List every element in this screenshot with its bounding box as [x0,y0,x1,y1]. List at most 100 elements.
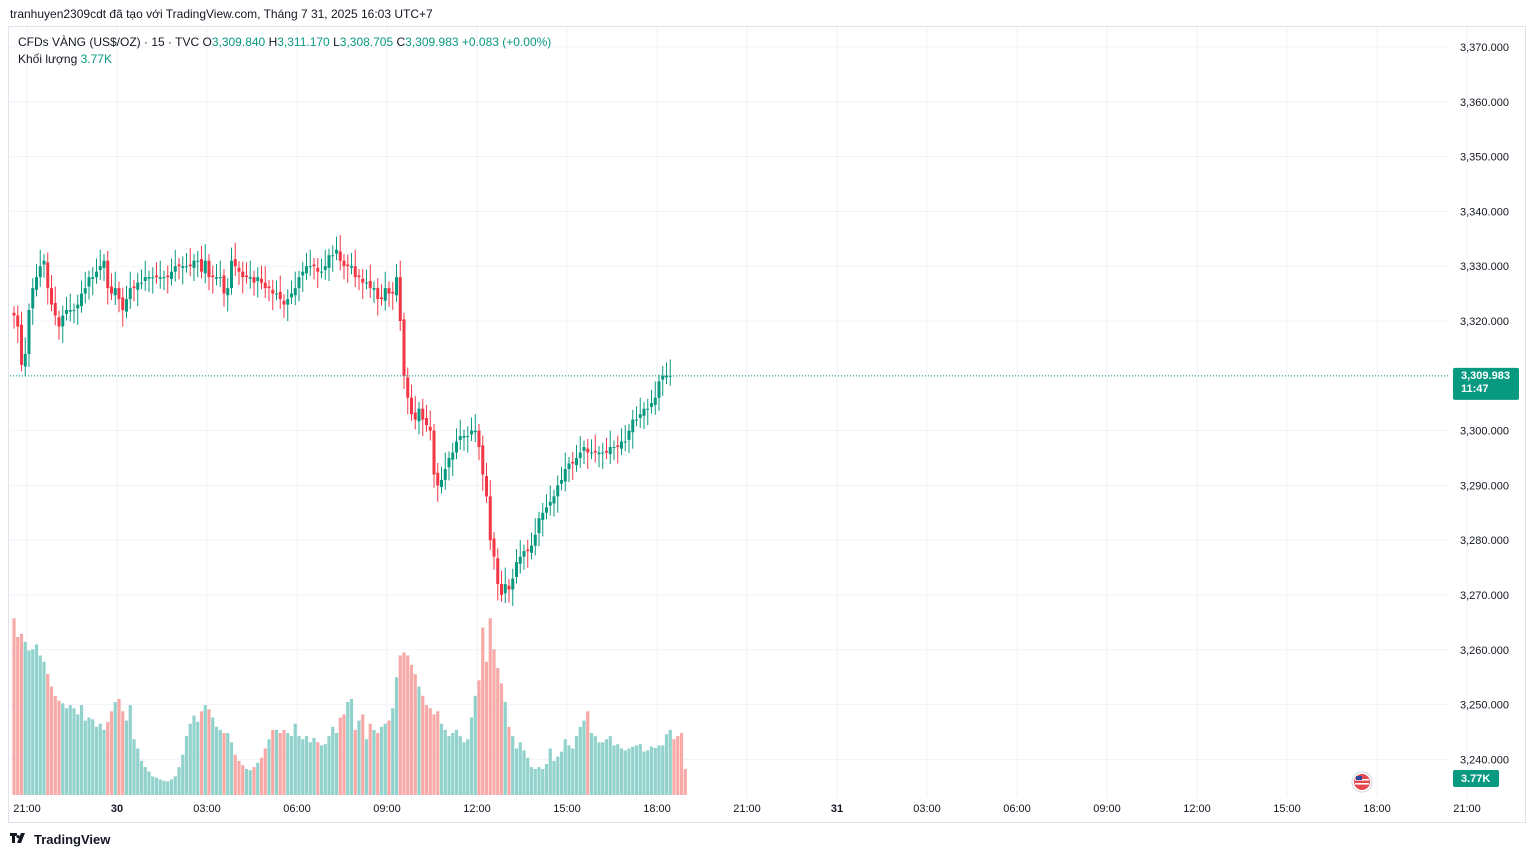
candle-body [106,260,110,289]
candle-body [642,408,646,416]
volume-bar [462,742,466,795]
candle-body [372,288,376,290]
volume-bar [443,729,447,795]
volume-bar [177,767,181,795]
volume-bar [241,765,245,795]
symbol-label[interactable]: CFDs VÀNG (US$/OZ) · 15 · TVC [18,35,200,49]
candle-body [455,441,458,453]
candle-body [406,377,410,398]
candle-body [211,275,215,278]
candle-body [316,267,320,272]
candle-body [38,266,42,278]
volume-bar [64,708,69,795]
tradingview-logo-icon [10,832,30,847]
candle-body [177,264,181,267]
candle-body [128,288,132,300]
volume-label[interactable]: Khối lượng [18,52,78,66]
volume-bar [72,708,76,795]
candle-body [121,297,125,311]
candle-body [395,277,398,296]
volume-bar [503,702,507,795]
chart-legend: CFDs VÀNG (US$/OZ) · 15 · TVC O3,309.840… [18,34,551,68]
candle-body [196,260,200,262]
candle-body [593,450,597,453]
candle-body [383,288,387,301]
candle-body [286,299,290,305]
volume-bar [683,768,687,795]
volume-bar [46,674,50,795]
time-tick-label: 15:00 [553,803,581,815]
candle-body [421,408,425,420]
candle-body [136,282,140,290]
candle-body [218,277,222,279]
volume-bar [31,649,35,795]
candle-body [623,441,627,443]
candle-body [140,282,143,284]
volume-bar [391,708,395,795]
volume-bar [481,627,485,795]
candle-body [653,397,657,405]
volume-bar [158,779,162,795]
volume-bar [492,649,496,795]
volume-bar [499,683,504,795]
volume-bar [226,733,230,795]
tradingview-footer[interactable]: TradingView [10,832,110,847]
candle-body [398,277,402,321]
volume-bar [364,739,369,795]
chart-frame[interactable] [8,26,1526,823]
volume-bar [608,736,612,795]
volume-bar [361,714,365,795]
volume-bar [278,733,282,795]
candle-body [27,310,31,354]
volume-bar [38,655,42,795]
candle-body [226,288,230,296]
candle-body [282,300,286,305]
candle-body [575,458,578,466]
candle-body [548,501,552,506]
candle-body [80,293,83,307]
candle-body [155,275,158,278]
candle-body [661,375,665,380]
candle-body [241,271,245,278]
candle-body [627,430,631,440]
low-value: 3,308.705 [339,35,394,49]
volume-bar [53,695,57,795]
candle-body [526,549,530,552]
candle-body [665,375,668,378]
candle-body [601,452,605,454]
candle-body [537,518,541,534]
candle-body [245,275,248,278]
volume-bar [679,733,684,795]
candle-body [533,534,537,546]
volume-bar [672,739,676,795]
volume-bar [256,762,260,795]
candle-body [31,288,35,309]
candle-body [556,485,560,497]
footer-brand: TradingView [34,832,111,847]
candle-body [102,260,106,268]
candle-body [500,584,503,595]
candle-body [365,282,368,284]
candle-body [20,324,23,365]
candle-body [518,556,522,564]
volume-bar [211,717,215,795]
candle-body [98,266,102,271]
us-flag-icon[interactable] [1351,771,1373,793]
volume-bar [372,729,376,795]
volume-bar [664,734,669,795]
candle-body [361,278,365,283]
volume-bar [271,729,275,795]
candle-body [185,266,188,268]
volume-bar [308,742,312,795]
volume-bar [147,771,151,795]
volume-bar [357,720,361,795]
volume-bar [657,745,661,795]
volume-bar [297,736,301,795]
volume-bar [346,702,350,795]
volume-bar [181,754,185,795]
candle-body [57,317,61,327]
candle-body [616,445,620,448]
volume-bar [184,736,189,795]
candle-body [380,297,383,300]
